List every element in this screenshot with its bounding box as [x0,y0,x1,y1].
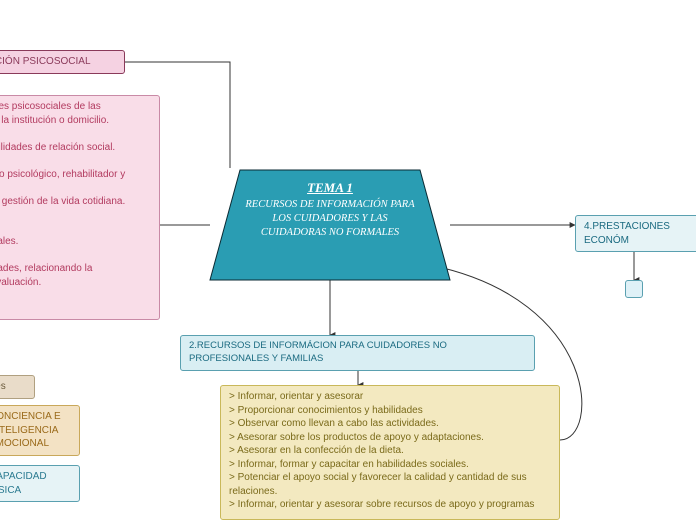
node-atencion-psicosocial: ATENCIÓN PSICOSOCIAL [0,50,125,74]
central-subtitle: RECURSOS DE INFORMACIÓN PARA LOS CUIDADO… [245,198,415,241]
central-title: TEMA 1 [245,180,415,196]
node-recursos-informacion: 2.RECURSOS DE INFORMÁCION PARA CUIDADORE… [180,335,535,371]
node-psicosocial-detail: esidades psicosociales de las cas de la … [0,95,160,320]
diagram-canvas: TEMA 1 RECURSOS DE INFORMACIÓN PARA LOS … [0,0,696,520]
node-small-box [625,280,643,298]
central-node: TEMA 1 RECURSOS DE INFORMACIÓN PARA LOS … [245,180,415,241]
node-conciencia-inteligencia: CONCIENCIA E INTELIGENCIA EMOCIONAL [0,405,80,456]
node-sionales: sionales [0,375,35,399]
node-capacidad-fisica: CAPACIDAD FÍSICA [0,465,80,502]
node-informar-list: > Informar, orientar y asesorar > Propor… [220,385,560,520]
node-prestaciones-econom: 4.PRESTACIONES ECONÓM [575,215,696,252]
